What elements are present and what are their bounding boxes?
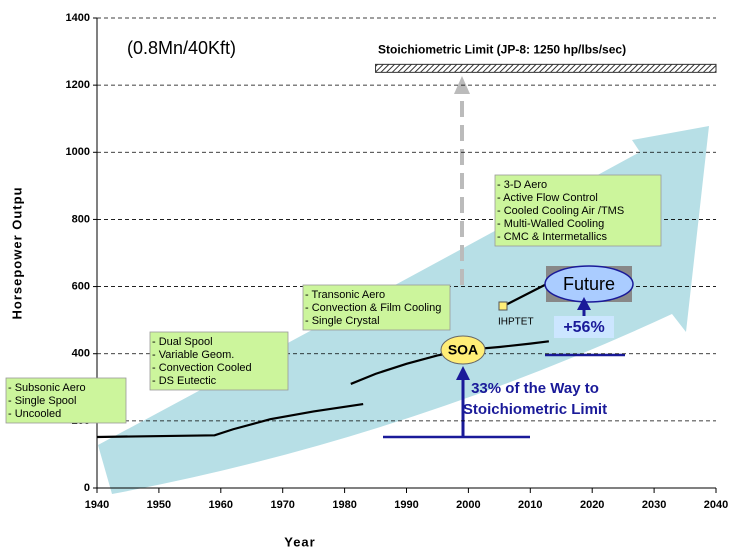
tech-box-text: - Single Crystal — [305, 315, 380, 327]
future-label: Future — [563, 274, 615, 294]
gain-label: +56% — [563, 319, 604, 336]
x-tick-label: 1940 — [85, 499, 109, 511]
gain-arrow-head — [577, 297, 591, 310]
tech-box-text: - 3-D Aero — [497, 179, 547, 191]
tech-box-text: - Cooled Cooling Air /TMS — [497, 205, 624, 217]
x-tick-label: 1980 — [332, 499, 356, 511]
y-tick-label: 0 — [84, 482, 90, 494]
ihptet-label: IHPTET — [498, 317, 534, 328]
tech-box — [302, 284, 451, 331]
x-tick-label: 2040 — [704, 499, 728, 511]
tech-box-text: - Single Spool — [8, 395, 77, 407]
soa-label: SOA — [448, 342, 478, 358]
x-tick-label: 1970 — [270, 499, 294, 511]
tech-box-text: - Subsonic Aero — [8, 382, 86, 394]
limit-band — [375, 63, 717, 73]
way-label: Stoichiometric Limit — [463, 401, 607, 418]
y-tick-label: 1200 — [66, 79, 90, 91]
x-axis-label: Year — [284, 534, 315, 548]
y-tick-label: 1400 — [66, 12, 90, 24]
tech-box-text: - Uncooled — [8, 408, 61, 420]
y-tick-label: 400 — [72, 348, 90, 360]
tech-box — [494, 174, 662, 247]
y-tick-label: 1000 — [66, 146, 90, 158]
condition: (0.8Mn/40Kft) — [127, 38, 236, 58]
future-ellipse — [544, 265, 634, 303]
x-tick-label: 2000 — [456, 499, 480, 511]
x-tick-label: 1990 — [394, 499, 418, 511]
tech-box-text: - DS Eutectic — [152, 375, 217, 387]
x-tick-label: 1950 — [147, 499, 171, 511]
x-tick-label: 2020 — [580, 499, 604, 511]
limit-label: Stoichiometric Limit (JP-8: 1250 hp/lbs/… — [378, 43, 626, 57]
tech-box-text: - Convection Cooled — [152, 362, 252, 374]
gain-backdrop — [554, 316, 614, 338]
tech-box-text: - Transonic Aero — [305, 289, 385, 301]
tech-box-text: - CMC & Intermetallics — [497, 231, 608, 243]
y-axis-label: Horsepower Outpu — [9, 186, 24, 319]
way-label: 33% of the Way to — [471, 380, 599, 397]
tech-box-text: - Dual Spool — [152, 336, 213, 348]
tech-box-text: - Variable Geom. — [152, 349, 234, 361]
x-tick-label: 1960 — [209, 499, 233, 511]
soa-arrow-head — [456, 366, 470, 380]
y-tick-label: 600 — [72, 280, 90, 292]
tech-box-text: - Convection & Film Cooling — [305, 302, 441, 314]
soa-ellipse — [440, 335, 486, 365]
ihptet-marker — [498, 301, 508, 311]
tech-box — [149, 331, 289, 391]
tech-box-text: - Active Flow Control — [497, 192, 598, 204]
x-tick-label: 2010 — [518, 499, 542, 511]
tech-box-text: - Multi-Walled Cooling — [497, 218, 604, 230]
y-tick-label: 800 — [72, 213, 90, 225]
tech-box — [5, 377, 127, 424]
x-tick-label: 2030 — [642, 499, 666, 511]
